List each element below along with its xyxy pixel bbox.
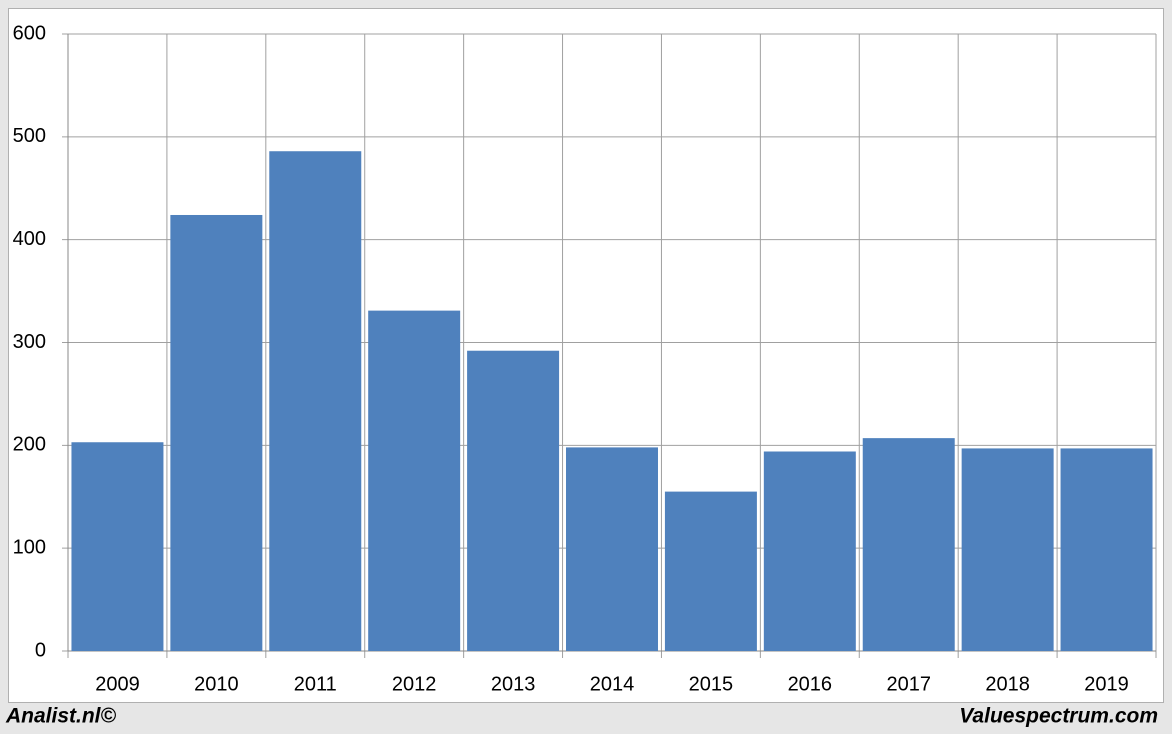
bar xyxy=(71,442,164,651)
x-tick-label: 2019 xyxy=(1084,673,1129,695)
source-right: Valuespectrum.com xyxy=(959,705,1158,728)
x-tick-label: 2018 xyxy=(985,673,1030,695)
bar xyxy=(269,151,362,652)
bar xyxy=(763,451,856,651)
bar xyxy=(1060,448,1153,651)
x-tick-label: 2015 xyxy=(689,673,734,695)
y-tick-label: 300 xyxy=(13,331,46,353)
y-tick-label: 600 xyxy=(13,22,46,44)
bar xyxy=(368,310,461,651)
x-tick-label: 2012 xyxy=(392,673,437,695)
bar xyxy=(467,350,560,651)
bar xyxy=(961,448,1054,651)
x-tick-label: 2011 xyxy=(294,673,337,695)
bar xyxy=(862,438,955,651)
bar xyxy=(170,214,263,651)
y-tick-label: 200 xyxy=(13,434,46,456)
x-tick-label: 2016 xyxy=(788,673,833,695)
y-tick-label: 0 xyxy=(35,639,46,661)
source-left: Analist.nl© xyxy=(5,705,117,728)
x-tick-label: 2013 xyxy=(491,673,536,695)
y-tick-label: 400 xyxy=(13,228,46,250)
x-tick-label: 2010 xyxy=(194,673,239,695)
bar xyxy=(566,447,658,651)
x-tick-label: 2009 xyxy=(95,673,140,695)
x-tick-label: 2017 xyxy=(886,673,931,695)
y-tick-label: 500 xyxy=(13,125,46,147)
x-tick-label: 2014 xyxy=(590,673,635,695)
y-tick-label: 100 xyxy=(13,536,46,558)
bar xyxy=(664,491,757,651)
